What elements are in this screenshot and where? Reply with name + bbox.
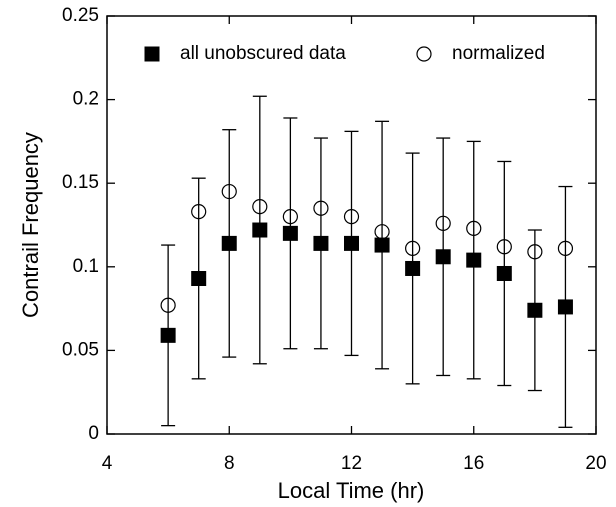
data-point [374,237,390,253]
data-point [221,183,237,200]
x-tick-label: 12 [341,453,362,474]
data-point [405,260,421,276]
data-point [466,220,482,236]
data-point [252,222,268,238]
data-point [252,199,268,215]
data-point [374,224,390,240]
data-point [557,240,574,257]
data-point [405,240,421,257]
data-point [435,249,451,265]
y-tick-label: 0.1 [73,256,99,277]
data-point [282,225,298,241]
y-tick-label: 0 [88,423,99,444]
y-axis-label: Contrail Frequency [18,132,43,318]
legend-label: all unobscured data [180,43,346,64]
y-tick-label: 0.15 [62,172,99,193]
data-point [496,265,512,281]
x-tick-label: 4 [102,453,113,474]
y-tick-label: 0.2 [73,89,99,110]
data-point [527,244,543,260]
data-point [160,297,176,313]
y-tick-label: 0.05 [62,339,99,360]
x-tick-label: 16 [463,453,484,474]
data-point [191,271,207,287]
data-point [160,327,176,343]
data-point [466,252,482,268]
data-point [496,239,512,255]
data-point [313,235,329,251]
data-point [282,209,298,225]
y-tick-label: 0.25 [62,5,99,26]
data-point [557,299,573,315]
data-point [527,302,543,318]
legend-marker [416,46,432,62]
data-point [344,235,359,251]
data-point [313,200,329,216]
data-point [343,209,360,225]
x-tick-label: 20 [585,453,606,474]
x-tick-label: 8 [224,453,235,474]
data-point [435,215,451,231]
legend-marker [144,46,160,62]
data-point [191,204,207,220]
x-axis-label: Local Time (hr) [278,478,425,503]
legend-label: normalized [452,43,545,64]
data-point [221,235,237,251]
